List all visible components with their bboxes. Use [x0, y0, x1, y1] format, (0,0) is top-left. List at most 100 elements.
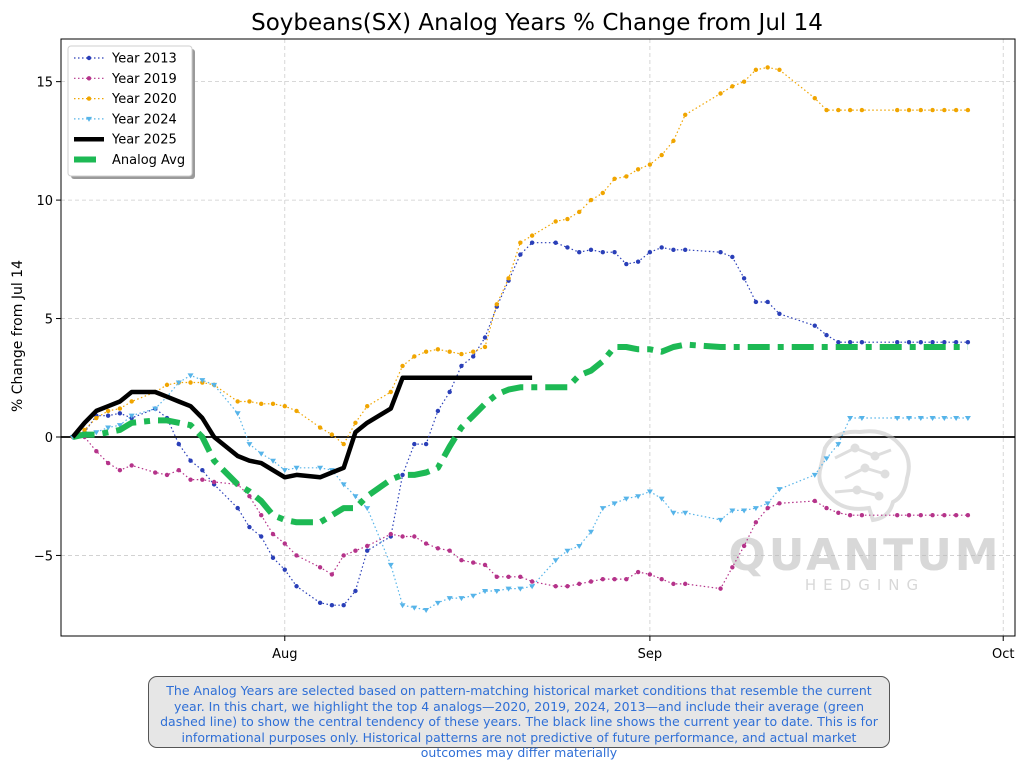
point-year-2019-33	[506, 574, 511, 579]
point-year-2013-61	[918, 340, 923, 345]
point-year-2019-4	[117, 467, 123, 473]
x-tick-label-2: Oct	[992, 647, 1014, 662]
x-tick-label-0: Aug	[272, 647, 297, 662]
series-layer	[69, 65, 971, 613]
point-year-2013-65	[965, 340, 971, 345]
point-year-2024-4	[116, 423, 123, 429]
point-year-2019-3	[105, 460, 111, 466]
x-tick-label-1: Sep	[638, 647, 663, 662]
point-year-2019-13	[247, 494, 252, 499]
legend-marker-year-2013	[86, 55, 92, 61]
point-year-2020-24	[400, 363, 405, 369]
point-year-2024-46	[670, 510, 677, 516]
point-year-2019-46	[671, 581, 676, 587]
point-year-2013-60	[906, 340, 912, 345]
point-year-2013-3	[105, 413, 111, 418]
point-year-2013-56	[836, 340, 841, 345]
point-year-2024-31	[482, 588, 488, 594]
point-year-2013-13	[247, 524, 252, 530]
point-year-2024-22	[364, 506, 371, 512]
point-year-2019-44	[647, 572, 653, 577]
point-year-2013-64	[953, 340, 959, 345]
point-year-2024-6	[152, 406, 159, 412]
line-year-2019	[72, 436, 968, 590]
point-year-2019-8	[176, 467, 181, 473]
legend-item-analog-avg: Analog Avg	[74, 153, 185, 168]
point-year-2020-44	[647, 162, 653, 167]
point-year-2024-36	[552, 558, 559, 564]
point-year-2024-56	[835, 442, 842, 448]
point-year-2024-64	[953, 416, 960, 422]
point-year-2019-52	[765, 505, 770, 511]
point-year-2019-60	[906, 512, 912, 518]
point-year-2013-15	[270, 555, 276, 561]
point-year-2013-10	[200, 467, 205, 473]
point-year-2020-23	[388, 389, 393, 395]
point-year-2020-1	[82, 427, 87, 433]
point-year-2020-46	[671, 138, 676, 144]
point-year-2019-58	[859, 512, 865, 518]
point-year-2013-40	[600, 250, 605, 255]
point-year-2020-3	[105, 408, 111, 414]
legend-item-year-2020: Year 2020	[74, 92, 177, 107]
legend-item-year-2013: Year 2013	[74, 52, 177, 67]
point-year-2019-24	[400, 534, 405, 539]
point-year-2020-22	[365, 404, 370, 409]
point-year-2020-4	[117, 406, 123, 411]
point-year-2013-12	[235, 505, 240, 511]
point-year-2020-47	[683, 112, 688, 118]
legend-item-year-2025: Year 2025	[74, 133, 177, 148]
series-analog-avg	[72, 341, 968, 526]
point-year-2019-28	[447, 548, 452, 553]
point-year-2024-27	[434, 600, 441, 606]
point-year-2020-33	[506, 276, 511, 281]
point-year-2019-40	[600, 576, 605, 582]
point-year-2019-29	[459, 557, 464, 563]
legend-item-year-2019: Year 2019	[74, 72, 177, 87]
point-year-2020-63	[942, 107, 947, 113]
point-year-2024-55	[823, 456, 830, 462]
point-year-2024-24	[399, 603, 406, 609]
point-year-2020-27	[435, 347, 441, 352]
point-year-2020-19	[329, 432, 335, 437]
point-year-2013-49	[730, 254, 735, 260]
point-year-2024-28	[446, 596, 453, 602]
point-year-2013-43	[635, 259, 641, 264]
point-year-2019-59	[895, 512, 900, 518]
point-year-2013-59	[895, 340, 900, 345]
point-year-2019-41	[612, 576, 617, 582]
point-year-2013-55	[824, 332, 829, 338]
point-year-2019-39	[588, 579, 594, 584]
y-tick-label-3: 10	[36, 194, 53, 209]
point-year-2020-54	[812, 96, 817, 101]
y-tick-label-1: 0	[45, 431, 53, 446]
series-year-2019	[70, 434, 971, 591]
point-year-2019-27	[435, 546, 441, 551]
point-year-2019-42	[624, 576, 629, 582]
point-year-2024-17	[293, 465, 300, 471]
point-year-2019-26	[423, 541, 429, 546]
point-year-2013-22	[365, 548, 370, 553]
point-year-2019-61	[918, 512, 923, 518]
point-year-2024-10	[199, 378, 206, 384]
point-year-2019-35	[529, 579, 535, 584]
point-year-2020-2	[94, 415, 99, 421]
point-year-2024-16	[281, 468, 288, 474]
point-year-2024-9	[187, 373, 194, 379]
logo-brand: QUANTUM	[728, 530, 1001, 581]
point-year-2013-19	[329, 603, 335, 608]
legend-label-year-2024: Year 2024	[111, 112, 177, 127]
point-year-2024-42	[623, 496, 630, 502]
point-year-2020-48	[718, 91, 723, 96]
point-year-2019-36	[553, 584, 558, 589]
point-year-2024-3	[105, 425, 112, 431]
point-year-2020-21	[353, 420, 358, 425]
point-year-2019-57	[847, 512, 853, 518]
point-year-2013-21	[353, 588, 358, 594]
point-year-2013-57	[847, 340, 853, 345]
point-year-2019-5	[129, 463, 134, 468]
point-year-2024-54	[811, 472, 818, 478]
point-year-2013-62	[930, 340, 935, 345]
point-year-2013-63	[942, 340, 947, 345]
point-year-2020-28	[447, 349, 452, 354]
